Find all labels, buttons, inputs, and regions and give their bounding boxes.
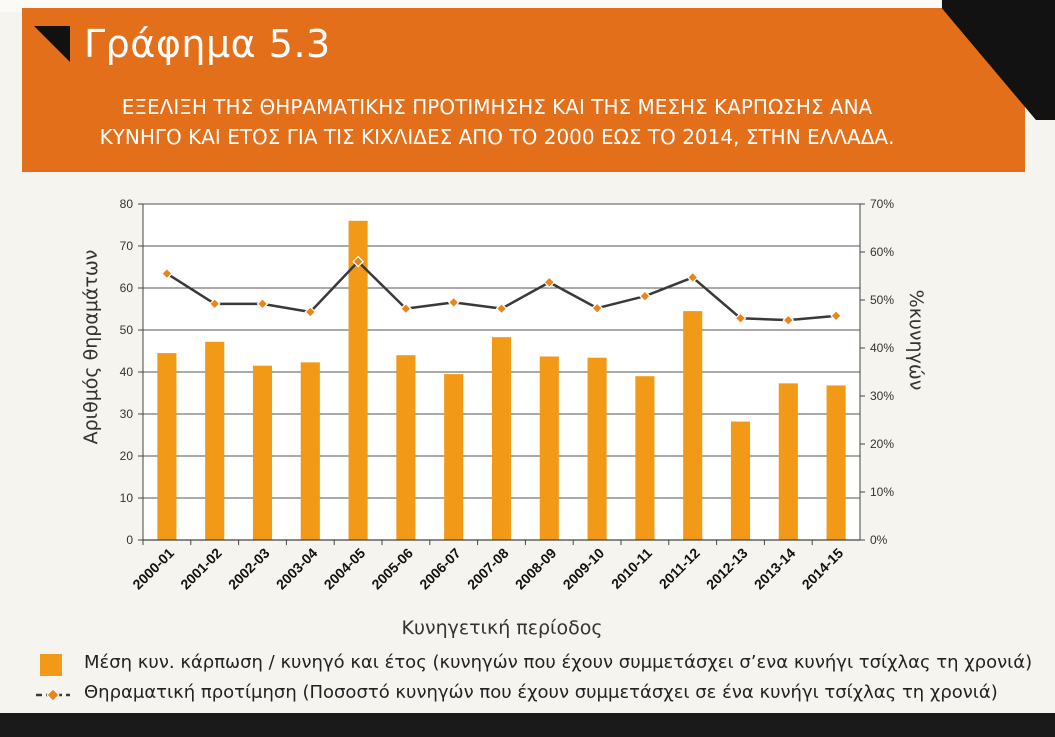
bar-2013-14 (778, 383, 798, 540)
x-tick-label: 2011-12 (656, 545, 703, 592)
left-tick-label: 80 (120, 197, 134, 211)
line-point-2013-14 (782, 314, 795, 327)
left-tick-label: 70 (120, 239, 134, 253)
line-point-2014-15 (830, 309, 842, 322)
right-tick-label: 0% (870, 533, 888, 547)
left-tick-label: 50 (120, 323, 134, 337)
line-point-2007-08 (495, 302, 508, 315)
x-tick-label: 2012-13 (703, 545, 751, 593)
right-axis-ticks: 0% 10% 20% 30% 40% 50% 60% 70% (860, 197, 894, 547)
right-tick-label: 70% (870, 197, 894, 211)
x-tick-label: 2001-02 (177, 545, 225, 593)
line-point-2008-09 (543, 276, 556, 289)
line-point-2005-06 (400, 302, 412, 315)
x-tick-label: 2003-04 (273, 545, 321, 593)
legend-bar-swatch (40, 654, 62, 676)
left-tick-label: 40 (120, 365, 134, 379)
left-tick-label: 20 (120, 449, 134, 463)
page-bottom-bar (0, 713, 1055, 737)
bar-2009-10 (587, 357, 607, 540)
line-point-2011-12 (686, 271, 699, 284)
figure-subtitle: ΕΞΕΛΙΞΗ ΤΗΣ ΘΗΡΑΜΑΤΙΚΗΣ ΠΡΟΤΙΜΗΣΗΣ ΚΑΙ Τ… (22, 92, 972, 152)
right-tick-label: 50% (870, 293, 894, 307)
line-point-2009-10 (591, 302, 603, 315)
bar-2007-08 (491, 337, 512, 540)
line-point-2002-03 (256, 297, 269, 310)
legend-item-line: Θηραματική προτίμηση (Ποσοστό κυνηγών πο… (36, 680, 1036, 710)
x-tick-label: 2004-05 (321, 545, 369, 593)
line-point-2010-11 (639, 290, 651, 303)
x-tick-label: 2014-15 (799, 545, 847, 593)
right-tick-label: 40% (870, 341, 894, 355)
bar-2011-12 (683, 311, 703, 540)
figure-title: Γράφημα 5.3 (84, 22, 331, 66)
x-axis-ticks: 2000-01 2001-02 2002-03 2003-04 2004-05 2005-… (129, 540, 846, 592)
line-point-2003-04 (304, 306, 317, 318)
x-tick-label: 2002-03 (225, 545, 273, 593)
bar-2003-04 (300, 362, 320, 540)
left-tick-label: 60 (120, 281, 134, 295)
legend-label-bars: Μέση κυν. κάρπωση / κυνηγό και έτος (κυν… (84, 652, 1033, 673)
left-tick-label: 30 (120, 407, 134, 421)
right-tick-label: 10% (870, 485, 894, 499)
legend-line-symbol (36, 688, 70, 702)
left-tick-label: 10 (120, 491, 134, 505)
bar-2004-05 (348, 220, 368, 541)
line-point-2004-05 (352, 255, 364, 268)
left-tick-label: 0 (126, 533, 133, 547)
line-point-2000-01 (161, 267, 173, 280)
bar-2002-03 (252, 365, 273, 540)
x-tick-label: 2007-08 (464, 545, 512, 593)
bar-series (157, 220, 846, 541)
line-point-2012-13 (734, 312, 747, 325)
x-tick-label: 2006-07 (416, 545, 464, 593)
bar-2006-07 (444, 374, 464, 540)
line-point-2006-07 (447, 296, 460, 309)
legend-label-line: Θηραματική προτίμηση (Ποσοστό κυνηγών πο… (84, 682, 998, 703)
x-tick-label: 2005-06 (368, 545, 416, 593)
bar-2010-11 (635, 376, 655, 540)
line-series (161, 255, 842, 327)
x-tick-label: 2000-01 (129, 545, 177, 593)
bar-2001-02 (205, 341, 225, 540)
bar-2012-13 (730, 421, 751, 540)
bar-2008-09 (539, 356, 559, 540)
y-axis-title: Αριθμός θηραμάτων (80, 250, 102, 445)
subtitle-line-2: ΚΥΝΗΓΟ ΚΑΙ ΕΤΟΣ ΓΙΑ ΤΙΣ ΚΙΧΛΙΔΕΣ ΑΠΟ ΤΟ … (99, 125, 895, 149)
legend-item-bars: Μέση κυν. κάρπωση / κυνηγό και έτος (κυν… (36, 650, 1036, 680)
x-tick-label: 2013-14 (751, 545, 799, 593)
bar-2014-15 (826, 385, 846, 540)
x-tick-label: 2010-11 (608, 545, 655, 592)
left-axis-ticks: 0 10 20 30 40 50 60 70 80 (120, 197, 143, 547)
bar-2005-06 (396, 355, 416, 540)
x-axis-title: Κυνηγετική περίοδος (402, 617, 603, 639)
right-tick-label: 30% (870, 389, 894, 403)
subtitle-line-1: ΕΞΕΛΙΞΗ ΤΗΣ ΘΗΡΑΜΑΤΙΚΗΣ ΠΡΟΤΙΜΗΣΗΣ ΚΑΙ Τ… (121, 95, 873, 119)
line-point-2001-02 (208, 297, 221, 310)
x-tick-label: 2009-10 (560, 545, 608, 593)
title-banner (22, 8, 1025, 172)
right-tick-label: 20% (870, 437, 894, 451)
x-tick-label: 2008-09 (512, 545, 560, 593)
legend: Μέση κυν. κάρπωση / κυνηγό και έτος (κυν… (36, 650, 1036, 710)
right-tick-label: 60% (870, 245, 894, 259)
y2-axis-title: %κυνηγών (905, 290, 927, 391)
bar-2000-01 (157, 353, 177, 540)
